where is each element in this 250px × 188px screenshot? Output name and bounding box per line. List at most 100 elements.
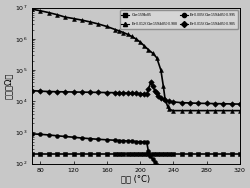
Er$_{0.005}$(Ge$_{15}$Sb$_{85}$)$_{0.995}$ [80, 137, 83, 139]
Ge$_{15}$Sb$_{85}$ [151, 153, 154, 155]
Er$_{0.015}$(Ge$_{15}$Sb$_{85}$)$_{0.985}$ [118, 92, 121, 94]
Er$_{0.015}$(Ge$_{15}$Sb$_{85}$)$_{0.985}$ [214, 102, 216, 105]
Er$_{0.012}$(Ge$_{15}$Sb$_{85}$)$_{0.988}$ [162, 85, 165, 87]
Line: Er$_{0.015}$(Ge$_{15}$Sb$_{85}$)$_{0.985}$: Er$_{0.015}$(Ge$_{15}$Sb$_{85}$)$_{0.985… [30, 80, 242, 106]
Er$_{0.005}$(Ge$_{15}$Sb$_{85}$)$_{0.995}$ [205, 170, 208, 172]
Ge$_{15}$Sb$_{85}$ [172, 153, 175, 155]
Er$_{0.015}$(Ge$_{15}$Sb$_{85}$)$_{0.985}$ [154, 89, 156, 92]
Er$_{0.012}$(Ge$_{15}$Sb$_{85}$)$_{0.988}$ [155, 57, 158, 59]
Ge$_{15}$Sb$_{85}$ [97, 153, 100, 155]
Er$_{0.005}$(Ge$_{15}$Sb$_{85}$)$_{0.995}$ [47, 134, 50, 136]
Er$_{0.005}$(Ge$_{15}$Sb$_{85}$)$_{0.995}$ [145, 141, 148, 143]
Er$_{0.005}$(Ge$_{15}$Sb$_{85}$)$_{0.995}$ [172, 168, 175, 170]
Er$_{0.005}$(Ge$_{15}$Sb$_{85}$)$_{0.995}$ [222, 171, 225, 173]
Er$_{0.005}$(Ge$_{15}$Sb$_{85}$)$_{0.995}$ [72, 136, 75, 138]
Ge$_{15}$Sb$_{85}$ [147, 153, 150, 155]
Ge$_{15}$Sb$_{85}$ [230, 153, 233, 155]
Ge$_{15}$Sb$_{85}$ [126, 153, 129, 155]
Er$_{0.012}$(Ge$_{15}$Sb$_{85}$)$_{0.988}$ [126, 33, 129, 36]
Er$_{0.005}$(Ge$_{15}$Sb$_{85}$)$_{0.995}$ [238, 171, 242, 173]
Ge$_{15}$Sb$_{85}$ [188, 153, 192, 155]
Er$_{0.015}$(Ge$_{15}$Sb$_{85}$)$_{0.985}$ [122, 92, 125, 94]
Ge$_{15}$Sb$_{85}$ [130, 153, 133, 155]
Y-axis label: 电阻（Ω）: 电阻（Ω） [4, 72, 13, 99]
Er$_{0.012}$(Ge$_{15}$Sb$_{85}$)$_{0.988}$ [89, 21, 92, 23]
Ge$_{15}$Sb$_{85}$ [155, 153, 158, 155]
Er$_{0.005}$(Ge$_{15}$Sb$_{85}$)$_{0.995}$ [155, 164, 158, 166]
Ge$_{15}$Sb$_{85}$ [180, 153, 183, 155]
Er$_{0.005}$(Ge$_{15}$Sb$_{85}$)$_{0.995}$ [164, 166, 166, 169]
Er$_{0.005}$(Ge$_{15}$Sb$_{85}$)$_{0.995}$ [134, 140, 138, 143]
Er$_{0.012}$(Ge$_{15}$Sb$_{85}$)$_{0.988}$ [180, 109, 183, 112]
Er$_{0.015}$(Ge$_{15}$Sb$_{85}$)$_{0.985}$ [230, 103, 233, 105]
Er$_{0.015}$(Ge$_{15}$Sb$_{85}$)$_{0.985}$ [147, 88, 150, 90]
Ge$_{15}$Sb$_{85}$ [30, 153, 34, 155]
Er$_{0.012}$(Ge$_{15}$Sb$_{85}$)$_{0.988}$ [230, 109, 233, 112]
Er$_{0.015}$(Ge$_{15}$Sb$_{85}$)$_{0.985}$ [56, 91, 58, 93]
Er$_{0.005}$(Ge$_{15}$Sb$_{85}$)$_{0.995}$ [56, 135, 58, 137]
Er$_{0.015}$(Ge$_{15}$Sb$_{85}$)$_{0.985}$ [180, 102, 183, 104]
Er$_{0.015}$(Ge$_{15}$Sb$_{85}$)$_{0.985}$ [114, 92, 116, 94]
Er$_{0.015}$(Ge$_{15}$Sb$_{85}$)$_{0.985}$ [97, 91, 100, 94]
Line: Ge$_{15}$Sb$_{85}$: Ge$_{15}$Sb$_{85}$ [30, 152, 242, 156]
Er$_{0.012}$(Ge$_{15}$Sb$_{85}$)$_{0.988}$ [130, 35, 133, 38]
Er$_{0.012}$(Ge$_{15}$Sb$_{85}$)$_{0.988}$ [138, 41, 141, 43]
Line: Er$_{0.012}$(Ge$_{15}$Sb$_{85}$)$_{0.988}$: Er$_{0.012}$(Ge$_{15}$Sb$_{85}$)$_{0.988… [30, 7, 242, 113]
Ge$_{15}$Sb$_{85}$ [56, 153, 58, 155]
Er$_{0.012}$(Ge$_{15}$Sb$_{85}$)$_{0.988}$ [134, 38, 138, 40]
Er$_{0.005}$(Ge$_{15}$Sb$_{85}$)$_{0.995}$ [138, 141, 141, 143]
Er$_{0.012}$(Ge$_{15}$Sb$_{85}$)$_{0.988}$ [172, 109, 175, 112]
Er$_{0.005}$(Ge$_{15}$Sb$_{85}$)$_{0.995}$ [97, 138, 100, 140]
Ge$_{15}$Sb$_{85}$ [205, 153, 208, 155]
Ge$_{15}$Sb$_{85}$ [118, 153, 121, 155]
Er$_{0.012}$(Ge$_{15}$Sb$_{85}$)$_{0.988}$ [164, 98, 166, 100]
Er$_{0.015}$(Ge$_{15}$Sb$_{85}$)$_{0.985}$ [143, 93, 146, 95]
Er$_{0.015}$(Ge$_{15}$Sb$_{85}$)$_{0.985}$ [168, 100, 171, 102]
Er$_{0.015}$(Ge$_{15}$Sb$_{85}$)$_{0.985}$ [157, 95, 160, 97]
Er$_{0.012}$(Ge$_{15}$Sb$_{85}$)$_{0.988}$ [159, 69, 162, 71]
Er$_{0.005}$(Ge$_{15}$Sb$_{85}$)$_{0.995}$ [188, 169, 192, 172]
Er$_{0.015}$(Ge$_{15}$Sb$_{85}$)$_{0.985}$ [30, 89, 34, 92]
Er$_{0.012}$(Ge$_{15}$Sb$_{85}$)$_{0.988}$ [238, 109, 242, 112]
Er$_{0.012}$(Ge$_{15}$Sb$_{85}$)$_{0.988}$ [97, 23, 100, 25]
Er$_{0.015}$(Ge$_{15}$Sb$_{85}$)$_{0.985}$ [222, 103, 225, 105]
Er$_{0.012}$(Ge$_{15}$Sb$_{85}$)$_{0.988}$ [118, 30, 121, 32]
Er$_{0.015}$(Ge$_{15}$Sb$_{85}$)$_{0.985}$ [138, 92, 141, 95]
Er$_{0.005}$(Ge$_{15}$Sb$_{85}$)$_{0.995}$ [126, 140, 129, 142]
Er$_{0.005}$(Ge$_{15}$Sb$_{85}$)$_{0.995}$ [168, 167, 171, 170]
Ge$_{15}$Sb$_{85}$ [134, 153, 138, 155]
Er$_{0.005}$(Ge$_{15}$Sb$_{85}$)$_{0.995}$ [105, 139, 108, 141]
Ge$_{15}$Sb$_{85}$ [122, 153, 125, 155]
Ge$_{15}$Sb$_{85}$ [214, 153, 216, 155]
Er$_{0.005}$(Ge$_{15}$Sb$_{85}$)$_{0.995}$ [148, 155, 152, 157]
Er$_{0.012}$(Ge$_{15}$Sb$_{85}$)$_{0.988}$ [168, 108, 171, 111]
Er$_{0.005}$(Ge$_{15}$Sb$_{85}$)$_{0.995}$ [122, 140, 125, 142]
Er$_{0.015}$(Ge$_{15}$Sb$_{85}$)$_{0.985}$ [105, 91, 108, 94]
Er$_{0.015}$(Ge$_{15}$Sb$_{85}$)$_{0.985}$ [197, 102, 200, 104]
Ge$_{15}$Sb$_{85}$ [47, 153, 50, 155]
Er$_{0.015}$(Ge$_{15}$Sb$_{85}$)$_{0.985}$ [238, 103, 242, 105]
Er$_{0.005}$(Ge$_{15}$Sb$_{85}$)$_{0.995}$ [39, 133, 42, 135]
Er$_{0.012}$(Ge$_{15}$Sb$_{85}$)$_{0.988}$ [151, 52, 154, 54]
Er$_{0.012}$(Ge$_{15}$Sb$_{85}$)$_{0.988}$ [188, 109, 192, 112]
X-axis label: 温度 (°C): 温度 (°C) [121, 175, 150, 184]
Er$_{0.015}$(Ge$_{15}$Sb$_{85}$)$_{0.985}$ [126, 92, 129, 94]
Er$_{0.015}$(Ge$_{15}$Sb$_{85}$)$_{0.985}$ [159, 97, 162, 99]
Er$_{0.012}$(Ge$_{15}$Sb$_{85}$)$_{0.988}$ [39, 10, 42, 12]
Er$_{0.012}$(Ge$_{15}$Sb$_{85}$)$_{0.988}$ [30, 8, 34, 10]
Er$_{0.005}$(Ge$_{15}$Sb$_{85}$)$_{0.995}$ [157, 165, 160, 167]
Ge$_{15}$Sb$_{85}$ [164, 153, 166, 155]
Er$_{0.015}$(Ge$_{15}$Sb$_{85}$)$_{0.985}$ [72, 91, 75, 93]
Ge$_{15}$Sb$_{85}$ [80, 153, 83, 155]
Er$_{0.015}$(Ge$_{15}$Sb$_{85}$)$_{0.985}$ [164, 99, 166, 101]
Er$_{0.012}$(Ge$_{15}$Sb$_{85}$)$_{0.988}$ [80, 19, 83, 21]
Er$_{0.012}$(Ge$_{15}$Sb$_{85}$)$_{0.988}$ [114, 28, 116, 31]
Er$_{0.005}$(Ge$_{15}$Sb$_{85}$)$_{0.995}$ [180, 169, 183, 171]
Er$_{0.015}$(Ge$_{15}$Sb$_{85}$)$_{0.985}$ [64, 91, 67, 93]
Er$_{0.015}$(Ge$_{15}$Sb$_{85}$)$_{0.985}$ [155, 92, 158, 94]
Er$_{0.015}$(Ge$_{15}$Sb$_{85}$)$_{0.985}$ [188, 102, 192, 104]
Er$_{0.012}$(Ge$_{15}$Sb$_{85}$)$_{0.988}$ [143, 45, 146, 47]
Er$_{0.015}$(Ge$_{15}$Sb$_{85}$)$_{0.985}$ [39, 90, 42, 92]
Er$_{0.005}$(Ge$_{15}$Sb$_{85}$)$_{0.995}$ [114, 139, 116, 141]
Er$_{0.012}$(Ge$_{15}$Sb$_{85}$)$_{0.988}$ [147, 49, 150, 51]
